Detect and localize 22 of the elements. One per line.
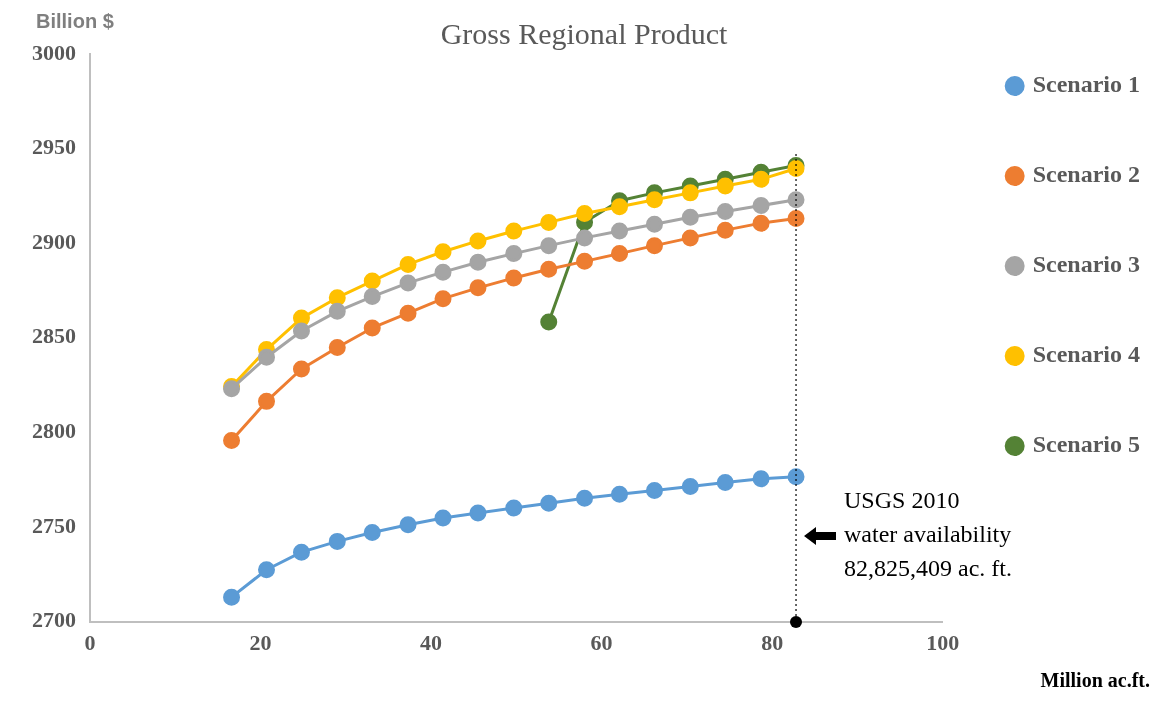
- x-tick-label: 100: [926, 630, 960, 656]
- x-axis-title: Million ac.ft.: [1040, 669, 1150, 692]
- chart-title: Gross Regional Product: [440, 16, 728, 50]
- y-axis-title: Billion $: [36, 9, 114, 32]
- y-tick-label: 2950: [32, 134, 76, 160]
- x-tick-label: 40: [420, 630, 443, 656]
- y-tick-label: 3000: [32, 39, 76, 65]
- legend-label: Scenario 5: [1032, 431, 1141, 458]
- y-tick-label: 2900: [32, 228, 76, 254]
- ref-line-label: USGS 2010 water availability 82,825,409 ac. ft.: [844, 486, 1012, 581]
- legend-label: Scenario 3: [1032, 251, 1141, 278]
- y-tick-label: 2850: [32, 323, 76, 349]
- legend-label: Scenario 1: [1032, 71, 1141, 98]
- y-tick-label: 2800: [32, 418, 76, 444]
- x-tick-label: 0: [84, 630, 96, 656]
- x-tick-label: 80: [761, 630, 784, 656]
- y-tick-label: 2700: [32, 607, 76, 633]
- x-tick-label: 20: [249, 630, 272, 656]
- legend-label: Scenario 2: [1032, 161, 1141, 188]
- legend-label: Scenario 4: [1032, 341, 1141, 368]
- x-tick-label: 60: [590, 630, 613, 656]
- y-tick-label: 2750: [32, 512, 76, 538]
